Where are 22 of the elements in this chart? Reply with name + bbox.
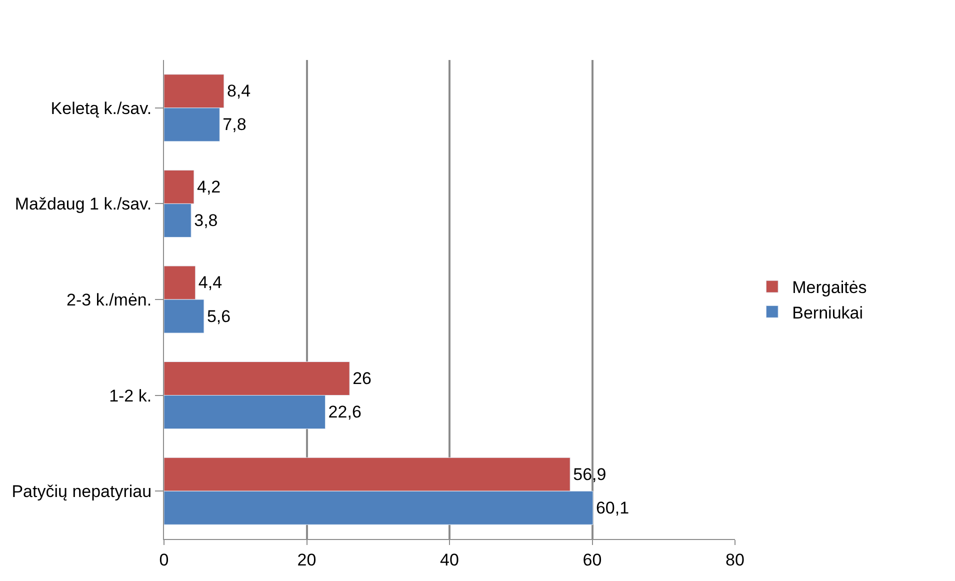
- data-label: 8,4: [226, 82, 251, 101]
- data-label: 4,4: [198, 273, 222, 292]
- x-tick-label: 20: [297, 550, 316, 570]
- y-tick-label: Keletą k./sav.: [50, 98, 152, 118]
- y-tick-label: 2-3 k./mėn.: [66, 290, 152, 310]
- data-label: 56,9: [573, 464, 606, 484]
- y-tick-label: Maždaug 1 k./sav.: [14, 194, 152, 214]
- x-tick-label: 0: [159, 550, 169, 570]
- x-tick-label: 60: [582, 550, 602, 570]
- data-label: 4,2: [196, 177, 221, 196]
- y-tick-label: Patyčių nepatyriau: [12, 482, 152, 502]
- y-tick-label: 1-2 k.: [109, 386, 152, 406]
- data-label: 26: [352, 369, 372, 388]
- data-label: 22,6: [328, 402, 362, 422]
- legend-label: Mergaitės: [792, 278, 867, 298]
- x-tick-label: 40: [440, 550, 459, 570]
- data-label: 3,8: [194, 210, 218, 230]
- data-label: 5,6: [206, 306, 231, 326]
- legend-label: Berniukai: [792, 303, 864, 322]
- x-tick-label: 80: [726, 550, 744, 570]
- data-label: 7,8: [222, 115, 246, 134]
- data-label: 60,1: [596, 498, 630, 518]
